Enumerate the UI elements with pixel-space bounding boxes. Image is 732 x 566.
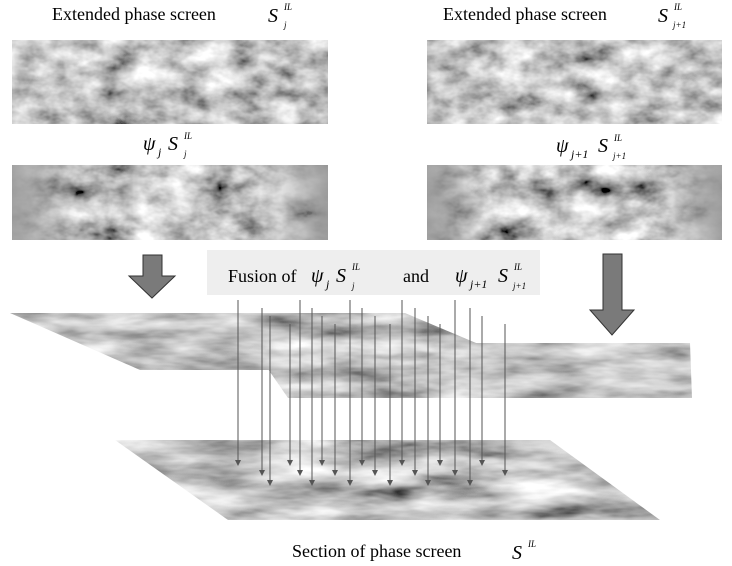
superscript: IL — [183, 131, 192, 141]
psi: ψ — [311, 265, 324, 287]
superscript: IL — [283, 2, 292, 12]
symbol: S — [336, 265, 346, 287]
plane — [250, 343, 692, 398]
label-text: Section of phase screen — [292, 541, 461, 561]
psi: ψ — [143, 133, 156, 155]
subscript: j+1 — [512, 281, 526, 291]
weight-fade — [427, 165, 722, 240]
subscript: j — [283, 20, 287, 30]
diagram: Extended phase screen S IL j Extended ph… — [0, 0, 732, 566]
symbol: S — [658, 5, 668, 27]
block-arrow — [129, 255, 175, 298]
phase-screen-image — [427, 40, 722, 124]
plane — [115, 440, 660, 520]
subscript: j+1 — [672, 20, 686, 30]
symbol: S — [498, 265, 508, 287]
superscript: IL — [613, 133, 622, 143]
symbol: S — [168, 133, 178, 155]
subscript: j+1 — [468, 277, 487, 291]
superscript: IL — [351, 262, 360, 272]
subscript: j — [183, 149, 187, 159]
weight-fade — [12, 165, 328, 240]
superscript: IL — [673, 2, 682, 12]
superscript: IL — [527, 539, 536, 549]
phase-screen-image — [12, 40, 328, 124]
symbol: S — [598, 135, 608, 157]
label-text: Extended phase screen — [52, 4, 216, 24]
superscript: IL — [513, 262, 522, 272]
subscript: j — [351, 281, 355, 291]
symbol: S — [268, 5, 278, 27]
subscript: j — [156, 145, 162, 159]
subscript: j+1 — [612, 151, 626, 161]
psi: ψ — [556, 135, 569, 157]
block-arrow — [590, 254, 634, 335]
subscript: j+1 — [569, 147, 588, 161]
psi: ψ — [455, 265, 468, 287]
label-text: and — [403, 266, 429, 286]
label-text: Fusion of — [228, 266, 297, 286]
label-text: Extended phase screen — [443, 4, 607, 24]
symbol: S — [512, 542, 522, 564]
